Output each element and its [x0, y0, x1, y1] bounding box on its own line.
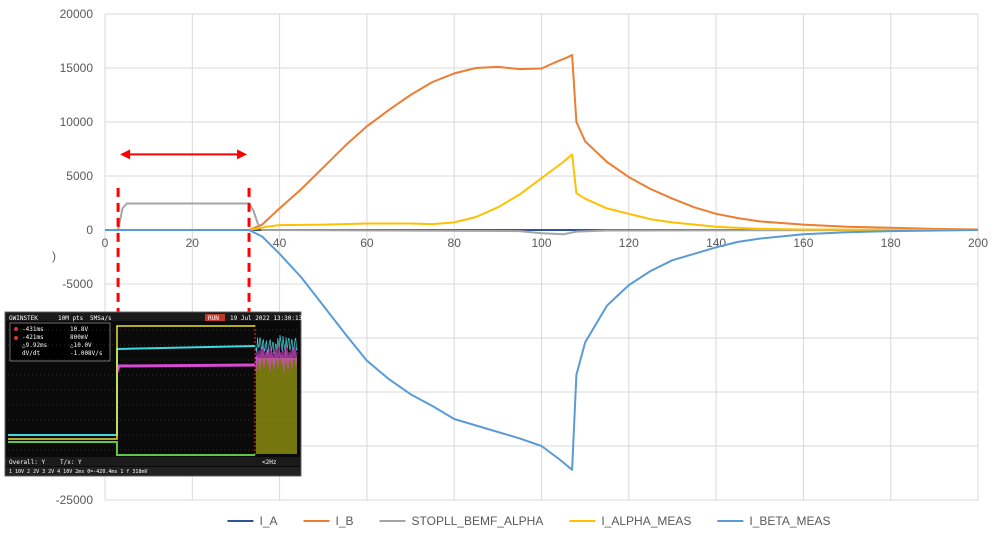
stray-label: ): [52, 249, 56, 263]
y-tick-label: 20000: [60, 7, 94, 21]
scope-wave-green: [8, 441, 255, 456]
scope-wave-yellow: [8, 325, 255, 440]
series-line-i-beta-meas: [105, 229, 979, 471]
cursor-row-value: -1.008V/s: [70, 350, 103, 357]
x-tick-label: 40: [273, 236, 287, 250]
cursor-row-value: 800mV: [70, 334, 88, 341]
inset-points: 10M pts: [58, 315, 84, 322]
x-tick-label: 0: [102, 236, 109, 250]
cursor-row-value: △10.0V: [70, 342, 92, 349]
series-line-stopll-bemf-alpha: [105, 202, 979, 236]
cursor-row-time: -421ms: [22, 334, 44, 341]
x-tick-label: 20: [186, 236, 200, 250]
inset-waveforms: [8, 325, 298, 456]
cursor-row-time: △9.92ms: [22, 342, 48, 349]
arrow-head-left-icon: [120, 149, 131, 160]
inset-header: [6, 313, 300, 321]
inset-footer-right: <2Hz: [262, 459, 277, 466]
scope-wave-burst-yellow: [256, 358, 297, 454]
x-tick-label: 100: [531, 236, 551, 250]
annotations: [116, 149, 251, 331]
inset-date: 19 Jul 2022 13:30:13: [230, 315, 303, 322]
cursor-marker-icon: [14, 336, 18, 340]
cursor-row-time: dV/dt: [22, 350, 40, 357]
inset-footer: [6, 457, 300, 466]
series-lines: [105, 54, 979, 471]
y-tick-label: 10000: [60, 115, 94, 129]
x-tick-label: 120: [619, 236, 639, 250]
legend: I_A I_B STOPLL_BEMF_ALPHA I_ALPHA_MEAS I_BET…: [227, 514, 831, 528]
legend-label: I_A: [259, 514, 277, 528]
x-tick-label: 80: [448, 236, 462, 250]
scope-wave-burst-magenta: [255, 345, 298, 373]
arrow-head-right-icon: [237, 149, 248, 160]
legend-label: I_ALPHA_MEAS: [601, 514, 691, 528]
legend-label: I_BETA_MEAS: [749, 514, 830, 528]
cursor-marker-icon: [14, 327, 18, 331]
inset-footer-mid: T/x: Y: [60, 459, 82, 466]
inset-trigger: RUN: [208, 315, 219, 322]
inset-status-text: 1 10V 2 2V 3 2V 4 10V 2ms 0=-420.4ms 1 f…: [9, 469, 147, 475]
cursor-row-time: -431ms: [22, 326, 44, 333]
y-tick-label: 5000: [66, 169, 93, 183]
series-line-i-alpha-meas: [248, 153, 979, 231]
inset-status-bar: [6, 467, 300, 475]
x-tick-label: 200: [968, 236, 988, 250]
scope-wave-burst-cyan: [255, 334, 298, 355]
legend-label: I_B: [335, 514, 353, 528]
inset-cursor-box: [9, 322, 111, 362]
inset-footer-left: Overall: Y: [9, 459, 46, 466]
x-tick-label: 160: [793, 236, 813, 250]
inset-run-badge: [205, 314, 225, 321]
y-tick-label: 0: [86, 223, 93, 237]
y-tick-label: 15000: [60, 61, 94, 75]
y-tick-label: -25000: [56, 493, 94, 507]
inset-sample-rate: 5MSa/s: [90, 315, 112, 322]
legend-label: STOPLL_BEMF_ALPHA: [412, 514, 544, 528]
y-tick-label: -5000: [62, 277, 93, 291]
x-axis-ticks: 0 20 40 60 80 100 120 140 160 180 200: [102, 236, 989, 250]
x-tick-label: 180: [881, 236, 901, 250]
oscilloscope-inset: GWINSTEK 10M pts 5MSa/s RUN 19 Jul 2022 …: [4, 311, 303, 477]
x-tick-label: 60: [360, 236, 374, 250]
cursor-row-value: 10.8V: [70, 326, 88, 333]
inset-cursor-rows: -431ms 10.8V -421ms 800mV △9.92ms △10.0V dV/dt…: [22, 326, 103, 357]
series-line-i-b: [248, 54, 979, 231]
inset-brand: GWINSTEK: [9, 315, 38, 322]
